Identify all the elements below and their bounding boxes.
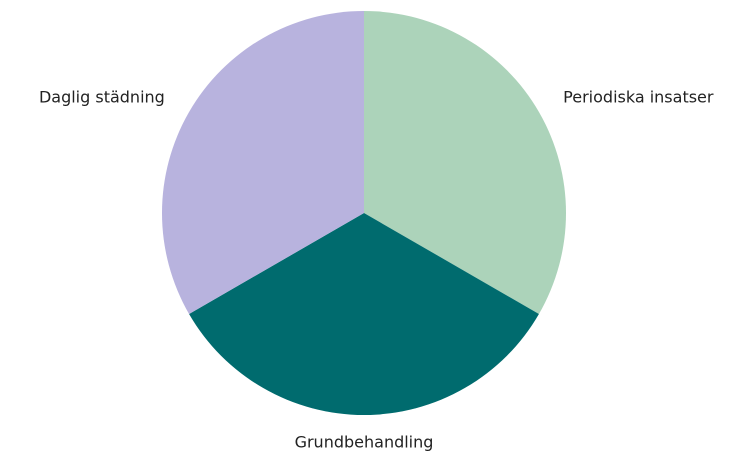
slice-label: Grundbehandling (295, 433, 434, 452)
slice-label: Daglig städning (39, 88, 165, 107)
pie-slice (364, 11, 566, 314)
slice-label: Periodiska insatser (563, 88, 714, 107)
pie-slice (161, 11, 364, 314)
